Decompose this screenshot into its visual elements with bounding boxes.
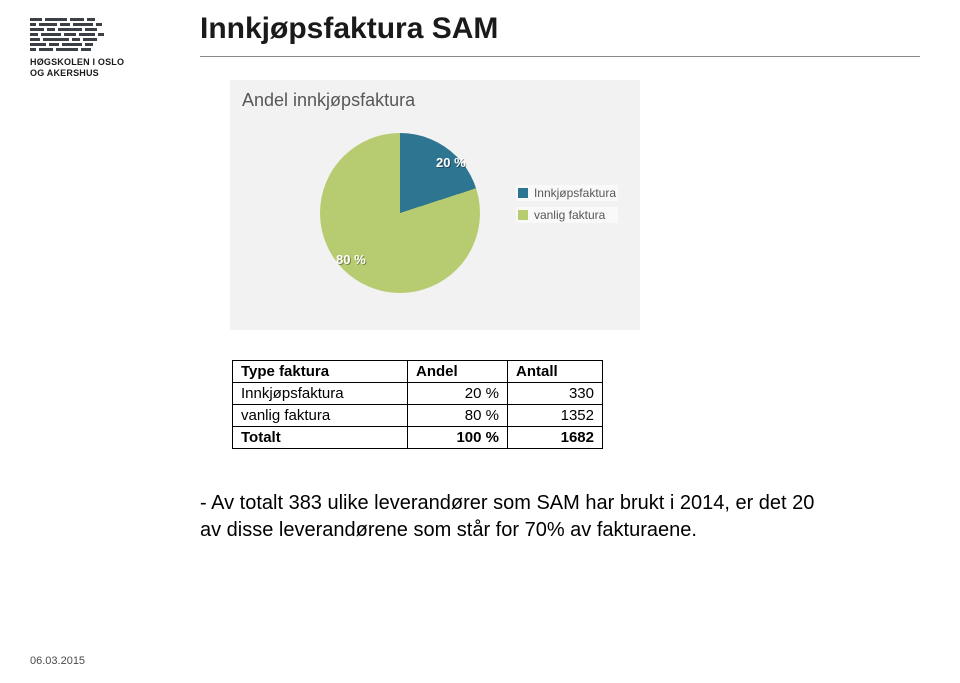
table-row: Innkjøpsfaktura 20 % 330 [233,383,603,405]
table-row: vanlig faktura 80 % 1352 [233,405,603,427]
table-header-row: Type faktura Andel Antall [233,361,603,383]
footer-date: 06.03.2015 [30,655,85,667]
cell-total-antall: 1682 [508,427,603,449]
logo-mark [30,18,150,51]
cell-andel: 20 % [408,383,508,405]
col-header-andel: Andel [408,361,508,383]
chart-legend: Innkjøpsfaktura vanlig faktura [516,185,618,229]
legend-swatch-1 [518,210,528,220]
title-divider [200,56,920,57]
footnote-text: - Av totalt 383 ulike leverandører som S… [200,490,830,544]
col-header-antall: Antall [508,361,603,383]
cell-type: vanlig faktura [233,405,408,427]
org-name-line1: HØGSKOLEN I OSLO [30,57,150,68]
org-logo: HØGSKOLEN I OSLO OG AKERSHUS [30,18,150,79]
col-header-type: Type faktura [233,361,408,383]
chart-title: Andel innkjøpsfaktura [242,90,628,111]
cell-antall: 330 [508,383,603,405]
cell-antall: 1352 [508,405,603,427]
cell-total-andel: 100 % [408,427,508,449]
table-total-row: Totalt 100 % 1682 [233,427,603,449]
legend-item-0: Innkjøpsfaktura [516,185,618,201]
page-title: Innkjøpsfaktura SAM [200,12,498,46]
data-table: Type faktura Andel Antall Innkjøpsfaktur… [232,360,603,449]
cell-total-label: Totalt [233,427,408,449]
pie-slice-label-1: 80 % [332,250,370,269]
pie-chart-panel: Andel innkjøpsfaktura 20 % 80 % Innkjøps… [230,80,640,330]
org-name-line2: OG AKERSHUS [30,68,150,79]
legend-swatch-0 [518,188,528,198]
cell-andel: 80 % [408,405,508,427]
chart-body: 20 % 80 % Innkjøpsfaktura vanlig faktura [242,115,628,315]
cell-type: Innkjøpsfaktura [233,383,408,405]
legend-label-0: Innkjøpsfaktura [534,186,616,200]
pie-slice-label-0: 20 % [432,153,470,172]
legend-item-1: vanlig faktura [516,207,618,223]
legend-label-1: vanlig faktura [534,208,605,222]
